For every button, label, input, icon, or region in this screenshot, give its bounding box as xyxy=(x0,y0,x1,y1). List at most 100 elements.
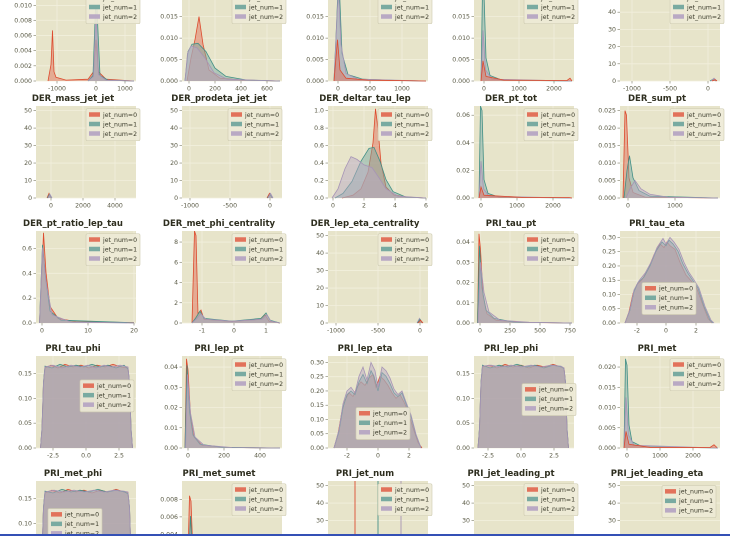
y-tick-label: 0.00 xyxy=(164,445,178,452)
y-tick-label: 0.30 xyxy=(310,359,324,366)
y-tick-label: 40 xyxy=(316,250,324,257)
y-tick-label: 0.004 xyxy=(160,531,178,536)
x-tick-label: 2000 xyxy=(75,203,91,210)
legend-label: jet_num=1 xyxy=(248,371,283,378)
y-tick-label: 50 xyxy=(170,108,178,115)
subplot-title: PRI_met xyxy=(637,344,677,354)
x-tick-label: 1 xyxy=(264,328,268,335)
legend-box: jet_num=0 jet_num=1 jet_num=2 xyxy=(669,358,725,392)
subplot-title: PRI_lep_pt xyxy=(194,344,244,354)
subplot-DER_mass_jet_jet: DER_mass_jet_jet 0 10 20 30 40 50 0 2000 4000 jet_… xyxy=(0,93,146,218)
y-tick-label: 0.2 xyxy=(22,295,32,302)
y-tick-label: 0.15 xyxy=(18,370,32,377)
legend-label: jet_num=1 xyxy=(540,496,575,503)
subplot-cropped-r0c2: 0.000 0.005 0.010 0.015 0 500 1000 jet_num=0jet… xyxy=(292,0,438,101)
legend-label: jet_num=1 xyxy=(686,121,721,128)
y-tick-label: 0.0 xyxy=(22,320,32,327)
x-tick-label: 0 xyxy=(232,328,236,335)
x-tick-label: 1000 xyxy=(117,86,133,93)
legend-label: jet_num=2 xyxy=(686,131,721,138)
legend-label: jet_num=0 xyxy=(538,387,573,394)
y-tick-label: 30 xyxy=(462,518,470,525)
y-tick-label: 0.04 xyxy=(164,364,178,371)
legend-label: jet_num=2 xyxy=(248,506,283,513)
y-tick-label: 0.00 xyxy=(18,445,32,452)
subplot-plot-area: 0.00.20.40.60 10 20jet_num=0jet_num=1jet_n… xyxy=(22,231,141,335)
x-tick-label: 0 xyxy=(625,453,629,460)
subplot-title: PRI_lep_eta xyxy=(337,344,393,354)
y-tick-label: 0.010 xyxy=(598,160,616,167)
x-tick-label: 1000 xyxy=(509,203,525,210)
legend-label: jet_num=2 xyxy=(248,14,283,21)
window-bottom-border xyxy=(0,534,730,536)
x-tick-label: 2 xyxy=(362,203,366,210)
y-tick-label: 8 xyxy=(174,239,178,246)
y-tick-label: 0.005 xyxy=(598,425,616,432)
legend-box: jet_num=0 jet_num=1 jet_num=2 xyxy=(377,0,433,25)
y-tick-label: 0.00 xyxy=(310,445,324,452)
subplot-PRI_jet_leading_pt: PRI_jet_leading_pt 30 40 50 jet_num=0 jet_num… xyxy=(438,468,584,536)
subplot-plot-area: 0.0040.0060.008jet_num=0jet_num=1jet_num… xyxy=(160,481,287,536)
y-tick-label: 10 xyxy=(316,303,324,310)
legend-label: jet_num=0 xyxy=(372,411,407,418)
y-tick-label: 30 xyxy=(24,143,32,150)
y-tick-label: 0.20 xyxy=(310,388,324,395)
legend-box: jet_num=0 jet_num=1 jet_num=2 xyxy=(521,383,577,416)
x-tick-label: -500 xyxy=(371,328,385,335)
x-tick-label: 0.0 xyxy=(81,453,91,460)
y-tick-label: 0.05 xyxy=(602,306,616,313)
legend-label: jet_num=2 xyxy=(540,131,575,138)
legend-label: jet_num=0 xyxy=(686,112,721,119)
x-tick-label: 1000 xyxy=(394,86,410,93)
legend-box: jet_num=0 jet_num=1 jet_num=2 xyxy=(523,233,579,267)
y-tick-label: 0 xyxy=(612,78,616,85)
x-tick-label: -2.5 xyxy=(482,453,494,460)
y-tick-label: 20 xyxy=(170,160,178,167)
legend-box: jet_num=0 jet_num=1 jet_num=2 xyxy=(523,108,579,142)
subplot-title: DER_prodeta_jet_jet xyxy=(171,94,267,104)
legend-box: jet_num=0 jet_num=1 jet_num=2 xyxy=(85,0,141,25)
y-tick-label: 0.02 xyxy=(164,405,178,412)
legend-box: jet_num=0 jet_num=1 jet_num=2 xyxy=(377,233,433,267)
subplot-plot-area: 0 10 20 30 40 -1000 -500 0 jet_num=0 jet_num=1jet… xyxy=(608,0,725,93)
legend-label: jet_num=0 xyxy=(102,112,137,119)
x-tick-label: 0 xyxy=(40,328,44,335)
subplot-title: PRI_met_sumet xyxy=(182,469,256,479)
legend-label: jet_num=1 xyxy=(372,420,407,427)
subplot-plot-area: 0.000.050.100.15-2.5 0.0 2.5jet_num=0jet_n… xyxy=(456,356,577,460)
y-tick-label: 0.008 xyxy=(160,496,178,503)
subplot-PRI_lep_eta: PRI_lep_eta 0.00 0.05 0.10 0.15 0.20 0.25 0.30 -… xyxy=(292,343,438,468)
subplot-plot-area: 0.10 0.15 jet_num=0 jet_num=1 jet_num=2 xyxy=(18,481,136,536)
subplot-title: PRI_tau_pt xyxy=(485,219,537,229)
y-tick-label: 0.000 xyxy=(160,78,178,85)
subplot-PRI_met_sumet: PRI_met_sumet 0.004 0.006 0.008 jet_num=0jet… xyxy=(146,468,292,536)
y-tick-label: 30 xyxy=(316,518,324,525)
subplot-DER_deltar_tau_lep: DER_deltar_tau_lep 0.0 0.2 0.4 0.6 0.8 1.0 0 2 4 6… xyxy=(292,93,438,218)
subplot-cropped-r0c3: 0.000 0.005 0.010 0.015 0 1000 2000 jet_num=0je… xyxy=(438,0,584,101)
legend-label: jet_num=1 xyxy=(394,246,429,253)
x-tick-label: 750 xyxy=(564,328,576,335)
x-tick-label: -2 xyxy=(344,453,350,460)
y-tick-label: 0.02 xyxy=(456,280,470,287)
y-tick-label: 0.000 xyxy=(452,78,470,85)
subplot-plot-area: 0 10 20 30 40 50 -1000 -500 0 jet_num=0 jet_num=1j… xyxy=(170,106,283,210)
y-tick-label: 0.01 xyxy=(456,300,470,307)
y-tick-label: 0.015 xyxy=(598,384,616,391)
y-tick-label: 0.005 xyxy=(452,57,470,64)
y-tick-label: 40 xyxy=(316,500,324,507)
x-tick-label: 0 xyxy=(479,203,483,210)
x-tick-label: 500 xyxy=(534,328,546,335)
y-tick-label: 10 xyxy=(24,178,32,185)
legend-label: jet_num=2 xyxy=(540,506,575,513)
x-tick-label: 2 xyxy=(407,453,411,460)
legend-box: jet_num=0 jet_num=1 jet_num=2 xyxy=(227,108,283,142)
y-tick-label: 20 xyxy=(316,285,324,292)
y-tick-label: 0.015 xyxy=(598,143,616,150)
subplot-plot-area: 30 40 50 jet_num=0 jet_num=1 jet_num=2 xyxy=(608,481,720,536)
legend-label: jet_num=1 xyxy=(102,4,137,11)
legend-label: jet_num=0 xyxy=(102,0,137,2)
legend-label: jet_num=0 xyxy=(658,286,693,293)
legend-label: jet_num=0 xyxy=(678,489,713,496)
legend-label: jet_num=0 xyxy=(248,487,283,494)
legend-box: jet_num=0 jet_num=1 jet_num=2 xyxy=(355,407,411,440)
